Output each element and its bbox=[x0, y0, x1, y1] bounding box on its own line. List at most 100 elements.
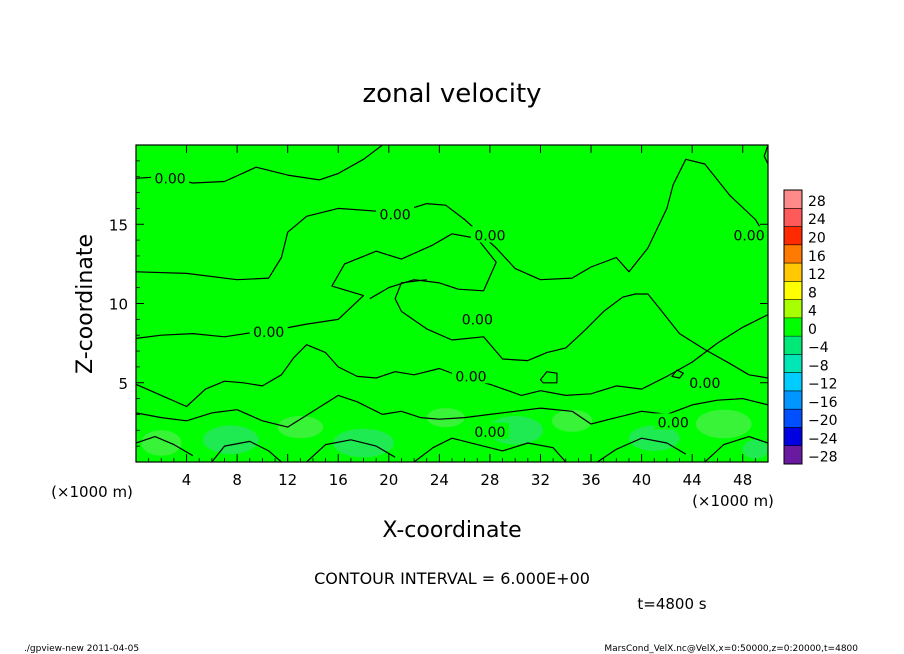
colorbar-tick-label: −20 bbox=[808, 413, 838, 429]
colorbar-tick-label: 24 bbox=[808, 212, 826, 228]
x-axis-unit: (×1000 m) bbox=[51, 483, 133, 501]
colorbar-segment bbox=[784, 299, 802, 319]
contour-label-bg bbox=[654, 413, 693, 430]
contour-line bbox=[136, 314, 768, 408]
x-tick-label: 20 bbox=[379, 471, 398, 489]
colorbar-tick-label: 0 bbox=[808, 322, 817, 338]
y-tick-label: 10 bbox=[109, 296, 128, 314]
y-tick-label: 5 bbox=[118, 375, 128, 393]
contour-lines bbox=[136, 145, 768, 462]
contour-line bbox=[671, 369, 684, 379]
colorbar-tick-label: −12 bbox=[808, 377, 838, 393]
contour-label: 0.00 bbox=[462, 312, 493, 328]
y-tick-label: 15 bbox=[109, 216, 128, 234]
field-patch bbox=[202, 425, 259, 455]
plot-area: 0.00 0.00 0.00 0.00 0.00 0.00 0.00 0.00 0.00 0.00 bbox=[136, 145, 768, 462]
contour-label-bg bbox=[458, 310, 497, 327]
contour-label-bg bbox=[249, 323, 288, 340]
contour-line bbox=[763, 145, 768, 165]
x-tick-label: 32 bbox=[531, 471, 550, 489]
time-label: t=4800 s bbox=[637, 595, 706, 613]
contour-line bbox=[136, 158, 768, 281]
x-tick-label: 48 bbox=[733, 471, 752, 489]
contour-label: 0.00 bbox=[380, 208, 411, 224]
field-patch bbox=[426, 408, 465, 428]
x-axis-label: X-coordinate bbox=[382, 518, 521, 543]
contour-label: 0.00 bbox=[474, 425, 505, 441]
field-patch bbox=[742, 439, 768, 459]
contour-line bbox=[136, 436, 194, 457]
contour-line bbox=[211, 440, 282, 462]
colorbar-tick-label: −24 bbox=[808, 431, 838, 447]
colorbar-tick-label: −4 bbox=[808, 340, 829, 356]
colorbar-tick-label: 16 bbox=[808, 249, 826, 265]
colorbar: 28 24 20 16 12 8 4 0 −4 −8 −12 −16 −20 −24 −28 bbox=[783, 189, 838, 466]
contour-label: 0.00 bbox=[474, 228, 505, 244]
contour-interval-note: CONTOUR INTERVAL = 6.000E+00 bbox=[314, 569, 590, 588]
x-tick-label: 8 bbox=[232, 471, 242, 489]
contour-label: 0.00 bbox=[455, 369, 486, 385]
chart-title: zonal velocity bbox=[362, 79, 541, 109]
field-patch bbox=[141, 430, 182, 456]
colorbar-segment bbox=[784, 317, 802, 337]
colorbar-segment bbox=[784, 390, 802, 410]
colorbar-tick-label: 20 bbox=[808, 230, 826, 246]
contour-label-bg bbox=[730, 226, 768, 243]
x-axis-ticks: 4 8 12 16 20 24 28 32 36 40 44 48 bbox=[148, 145, 756, 489]
contour-label-bg bbox=[151, 169, 190, 186]
contour-label-bg bbox=[685, 373, 724, 390]
colorbar-tick-label: −28 bbox=[808, 450, 838, 466]
colorbar-segment bbox=[784, 427, 802, 447]
contour-label: 0.00 bbox=[253, 325, 284, 341]
footer-right-text: MarsCond_VelX.nc@VelX,x=0:50000,z=0:2000… bbox=[604, 644, 858, 654]
contour-label-bg bbox=[470, 422, 509, 439]
colorbar-segment bbox=[784, 263, 802, 282]
contour-label-bg bbox=[376, 205, 415, 222]
colorbar-tick-label: 4 bbox=[808, 304, 817, 320]
contour-line bbox=[401, 293, 768, 379]
contour-line bbox=[394, 279, 427, 312]
colorbar-tick-label: 8 bbox=[808, 285, 817, 301]
x-tick-label: 44 bbox=[683, 471, 702, 489]
contour-label: 0.00 bbox=[689, 376, 720, 392]
contour-label: 0.00 bbox=[733, 228, 764, 244]
field-patch bbox=[551, 409, 593, 432]
contour-labels: 0.00 0.00 0.00 0.00 0.00 0.00 0.00 0.00 0.00 0.00 bbox=[151, 169, 768, 441]
y-axis-ticks: 5 10 15 bbox=[109, 160, 768, 447]
colorbar-tick-label: −16 bbox=[808, 395, 838, 411]
colorbar-segment bbox=[784, 226, 802, 246]
field-patch bbox=[277, 416, 324, 439]
contour-label-bg bbox=[451, 367, 490, 384]
colorbar-segment bbox=[784, 354, 802, 374]
colorbar-segment bbox=[784, 409, 802, 428]
contour-line bbox=[136, 233, 497, 339]
y-axis-unit: (×1000 m) bbox=[692, 492, 774, 510]
contour-line bbox=[597, 437, 687, 462]
x-tick-label: 40 bbox=[632, 471, 651, 489]
contour-label: 0.00 bbox=[658, 415, 689, 431]
colorbar-segment bbox=[784, 244, 802, 264]
contour-line bbox=[413, 437, 567, 462]
x-tick-label: 12 bbox=[278, 471, 297, 489]
contour-line bbox=[136, 394, 768, 428]
field-patch bbox=[628, 425, 680, 451]
x-tick-label: 28 bbox=[480, 471, 499, 489]
contour-label-bg bbox=[470, 226, 509, 243]
colorbar-tick-label: 12 bbox=[808, 267, 826, 283]
contour-line bbox=[704, 436, 768, 462]
footer-left-text: ./gpview-new 2011-04-05 bbox=[24, 644, 139, 654]
colorbar-segment bbox=[784, 190, 802, 209]
field-patch bbox=[695, 409, 752, 439]
x-tick-label: 4 bbox=[182, 471, 192, 489]
contour-line bbox=[539, 371, 558, 384]
colorbar-tick-label: −8 bbox=[808, 358, 829, 374]
y-axis-label: Z-coordinate bbox=[73, 234, 98, 374]
colorbar-tick-label: 28 bbox=[808, 194, 826, 210]
colorbar-segment bbox=[784, 336, 802, 355]
colorbar-segment bbox=[784, 208, 802, 228]
contour-label: 0.00 bbox=[155, 171, 186, 187]
x-tick-label: 24 bbox=[430, 471, 449, 489]
colorbar-segment bbox=[784, 281, 802, 301]
contour-line bbox=[306, 439, 396, 462]
